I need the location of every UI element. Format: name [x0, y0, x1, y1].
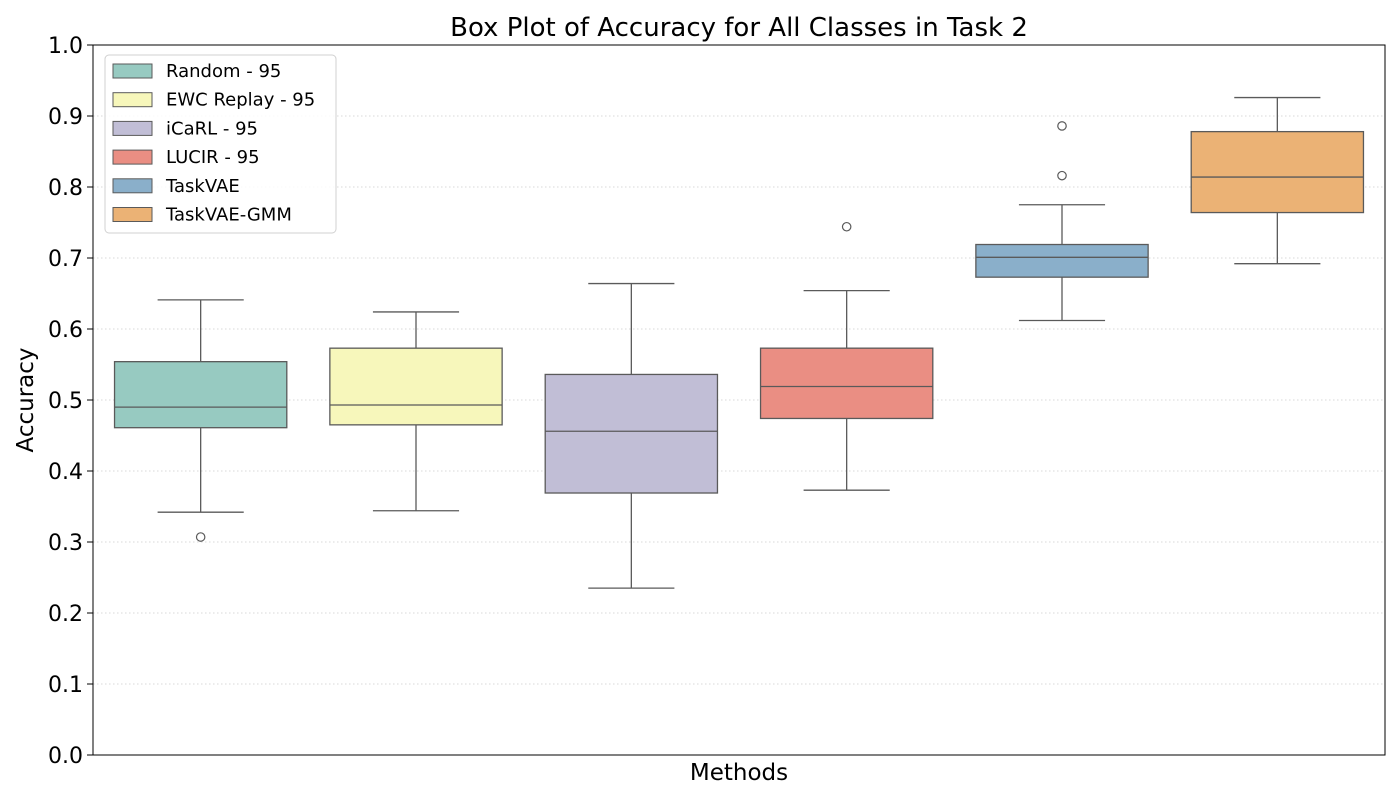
- box-iqr: [544, 373, 719, 494]
- y-tick-label: 0.2: [48, 602, 83, 627]
- legend-item: LUCIR - 95: [112, 147, 260, 168]
- y-tick-label: 0.0: [48, 744, 83, 769]
- chart-title: Box Plot of Accuracy for All Classes in …: [450, 13, 1028, 43]
- outlier-point: [1057, 170, 1067, 181]
- legend-swatch: [112, 207, 153, 222]
- box-iqr: [759, 347, 934, 420]
- legend-label: EWC Replay - 95: [166, 90, 315, 111]
- box-iqr: [975, 243, 1149, 278]
- legend-item: EWC Replay - 95: [112, 90, 315, 111]
- y-tick-label: 0.3: [48, 531, 83, 556]
- legend-swatch: [112, 63, 153, 79]
- legend-swatch: [112, 149, 153, 165]
- box-taskvae-gmm: [1190, 96, 1365, 265]
- box-iqr: [329, 347, 503, 426]
- y-tick-label: 0.5: [48, 389, 83, 414]
- y-axis: 0.0 0.1 0.2 0.3 0.4 0.5 0.6 0.7 0.8 0.9 1.0: [48, 34, 93, 769]
- outlier-point: [195, 532, 206, 542]
- box-taskvae: [975, 121, 1149, 322]
- y-tick-label: 0.6: [48, 318, 83, 343]
- legend-label: TaskVAE: [165, 176, 240, 197]
- legend: Random - 95 EWC Replay - 95 iCaRL - 95 LUCI…: [104, 54, 337, 234]
- y-axis-title: Accuracy: [13, 347, 39, 452]
- legend-label: Random - 95: [166, 61, 281, 82]
- box-iqr: [113, 361, 288, 429]
- x-axis-title: Methods: [690, 760, 788, 786]
- y-tick-label: 0.8: [48, 176, 83, 201]
- legend-label: TaskVAE-GMM: [165, 205, 292, 226]
- box-random-95: [113, 299, 288, 542]
- box-lucir-95: [759, 221, 934, 491]
- y-tick-label: 0.9: [48, 105, 83, 130]
- legend-label: iCaRL - 95: [166, 118, 258, 139]
- box-icarl-95: [544, 282, 719, 589]
- boxes: [113, 96, 1365, 589]
- y-tick-label: 1.0: [48, 34, 83, 59]
- y-tick-label: 0.4: [48, 460, 83, 485]
- legend-label: LUCIR - 95: [166, 147, 260, 168]
- legend-swatch: [112, 178, 153, 194]
- y-tick-label: 0.1: [48, 673, 83, 698]
- legend-swatch: [112, 92, 153, 108]
- legend-item: TaskVAE-GMM: [112, 205, 292, 226]
- legend-swatch: [112, 120, 153, 136]
- outlier-point: [841, 221, 852, 232]
- legend-item: TaskVAE: [112, 176, 240, 197]
- box-ewc-replay-95: [329, 311, 503, 512]
- box-iqr: [1190, 130, 1365, 214]
- legend-item: iCaRL - 95: [112, 118, 258, 139]
- outlier-point: [1057, 121, 1067, 131]
- y-tick-label: 0.7: [48, 247, 83, 272]
- legend-item: Random - 95: [112, 61, 281, 82]
- grid-lines: [93, 115, 1385, 685]
- legend-frame: [104, 54, 337, 234]
